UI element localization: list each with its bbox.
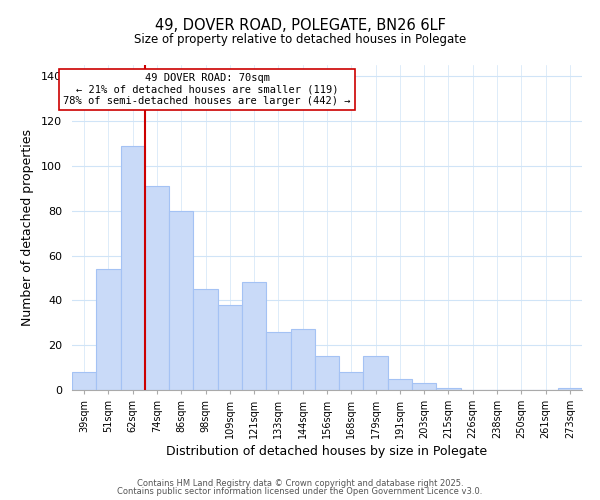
Text: Contains HM Land Registry data © Crown copyright and database right 2025.: Contains HM Land Registry data © Crown c… [137,478,463,488]
Bar [558,388,582,390]
Text: 49 DOVER ROAD: 70sqm
← 21% of detached houses are smaller (119)
78% of semi-deta: 49 DOVER ROAD: 70sqm ← 21% of detached h… [64,73,351,106]
Bar [169,210,193,390]
Bar [121,146,145,390]
Bar [290,330,315,390]
Text: Size of property relative to detached houses in Polegate: Size of property relative to detached ho… [134,32,466,46]
Bar [266,332,290,390]
Y-axis label: Number of detached properties: Number of detached properties [21,129,34,326]
Text: 49, DOVER ROAD, POLEGATE, BN26 6LF: 49, DOVER ROAD, POLEGATE, BN26 6LF [155,18,445,32]
Bar [436,388,461,390]
Bar [242,282,266,390]
Bar [72,372,96,390]
Bar [145,186,169,390]
Bar [339,372,364,390]
Text: Contains public sector information licensed under the Open Government Licence v3: Contains public sector information licen… [118,487,482,496]
Bar [412,384,436,390]
Bar [364,356,388,390]
Bar [388,379,412,390]
Bar [193,289,218,390]
Bar [315,356,339,390]
Bar [96,269,121,390]
Bar [218,305,242,390]
X-axis label: Distribution of detached houses by size in Polegate: Distribution of detached houses by size … [166,446,488,458]
